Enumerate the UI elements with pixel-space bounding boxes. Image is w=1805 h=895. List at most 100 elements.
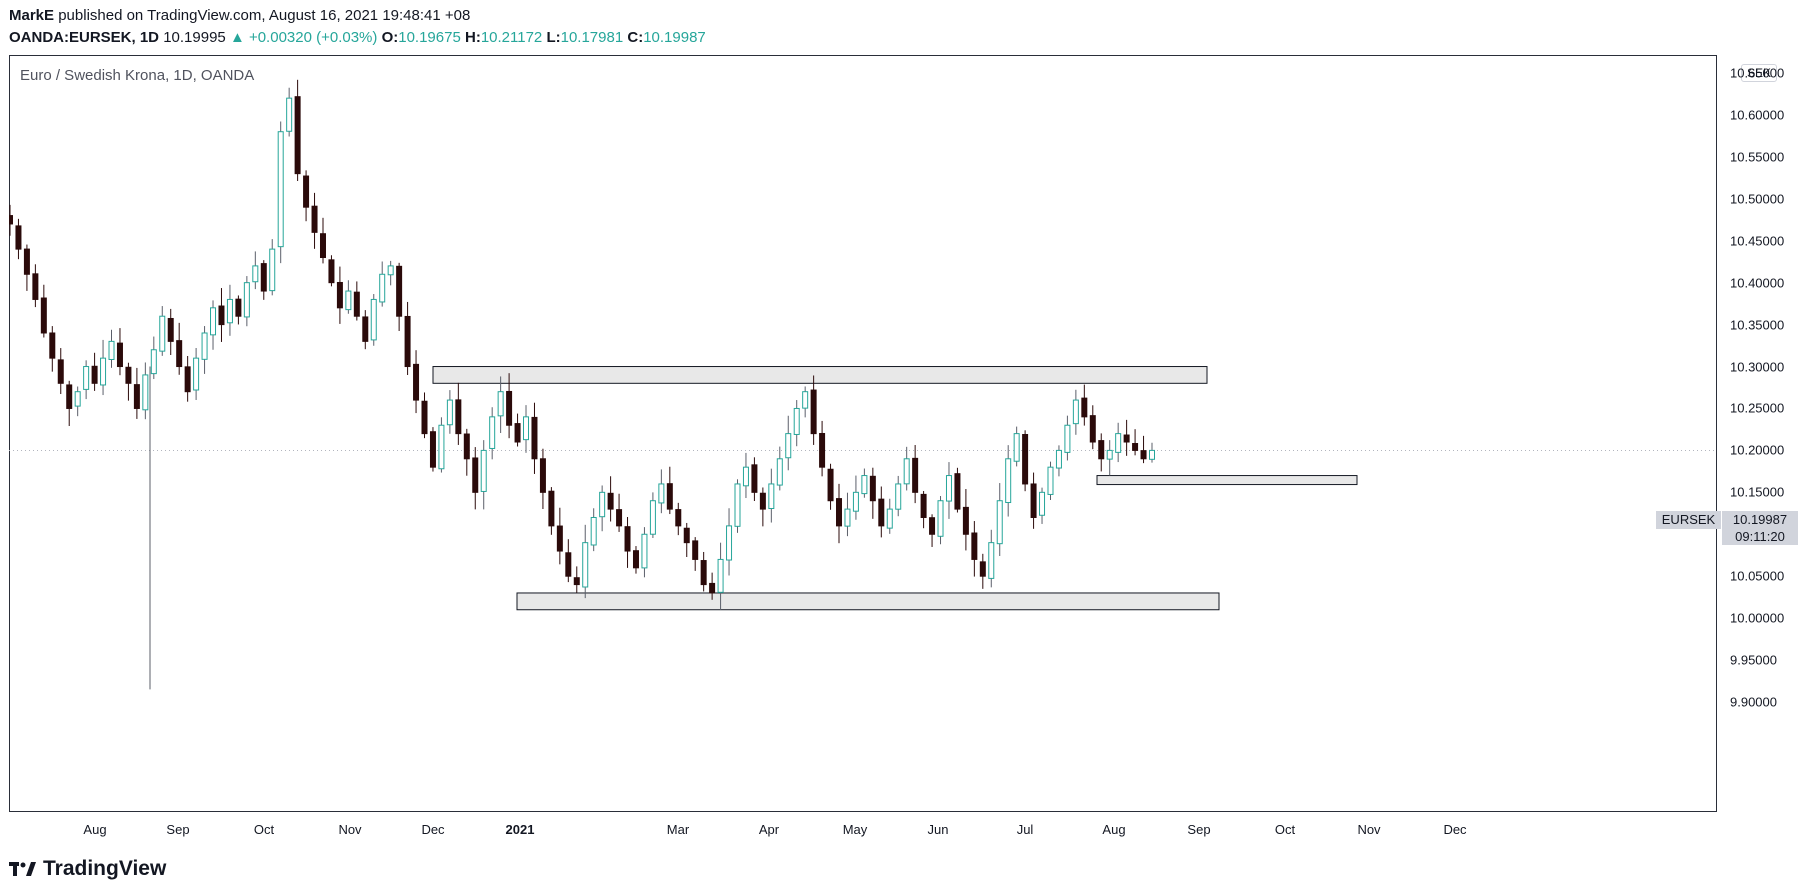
candle-body	[353, 291, 360, 317]
candle	[556, 507, 563, 565]
candle-body	[1081, 397, 1088, 418]
candle	[260, 260, 267, 300]
candle	[836, 483, 843, 544]
candle	[683, 522, 690, 558]
candle-body	[1089, 415, 1096, 443]
candle-body	[869, 475, 876, 502]
candle-body	[176, 340, 183, 368]
candle	[218, 288, 225, 342]
candle-body	[1123, 434, 1130, 443]
candle	[91, 352, 98, 391]
candle	[1098, 433, 1105, 472]
candle	[1115, 422, 1122, 463]
candle-body	[683, 527, 690, 544]
candle	[1064, 415, 1071, 461]
candle-body	[125, 366, 132, 384]
candle	[1081, 384, 1088, 426]
candle	[15, 218, 22, 260]
candle-body	[912, 457, 919, 493]
x-tick-label: Aug	[1102, 822, 1126, 837]
candle-body	[607, 492, 614, 510]
candle-body	[226, 298, 233, 324]
candle	[269, 239, 276, 296]
candle-body	[235, 298, 242, 317]
candle-body	[506, 390, 513, 426]
x-tick-label: Mar	[666, 822, 690, 837]
candle	[413, 350, 420, 414]
candle-body	[1005, 458, 1012, 504]
candlestick-plot[interactable]	[9, 55, 1716, 811]
candle	[709, 572, 716, 600]
candle	[83, 360, 90, 400]
candle	[531, 402, 538, 474]
candle	[311, 192, 318, 249]
publish-info: MarkE published on TradingView.com, Augu…	[9, 7, 470, 24]
candle	[861, 468, 868, 498]
candle	[869, 467, 876, 519]
candle-body	[971, 532, 978, 560]
y-tick-label: 10.40000	[1730, 275, 1785, 291]
low-label: L:	[546, 29, 561, 46]
candle	[1132, 429, 1139, 456]
candle-body	[269, 248, 276, 292]
candle-body	[480, 449, 487, 492]
candle	[142, 362, 149, 420]
high-value: 10.21172	[480, 29, 543, 46]
candle-body	[1115, 433, 1122, 453]
candle-body	[1039, 491, 1046, 516]
candle-body	[108, 340, 115, 360]
candle	[759, 487, 766, 527]
candle-body	[599, 491, 606, 518]
candle	[1005, 445, 1012, 517]
x-tick-label: Nov	[338, 822, 362, 837]
candle-body	[962, 506, 969, 535]
candle	[429, 427, 436, 472]
chart-title: Euro / Swedish Krona, 1D, OANDA	[20, 67, 255, 84]
x-tick-label: Oct	[253, 822, 275, 837]
candle-body	[303, 175, 310, 208]
candle-body	[514, 423, 521, 443]
candle	[616, 493, 623, 532]
candle	[210, 300, 217, 350]
candle-body	[404, 315, 411, 368]
candle-body	[260, 263, 267, 292]
candle-body	[32, 273, 39, 300]
candle-body	[819, 432, 826, 468]
candle	[666, 466, 673, 515]
candle-body	[1022, 434, 1029, 485]
currency-badge[interactable]: SEK	[1741, 64, 1778, 82]
candle-body	[193, 357, 200, 391]
candle-body	[751, 464, 758, 493]
candle-body	[387, 265, 394, 276]
candle-body	[852, 491, 859, 512]
candle-body	[996, 500, 1003, 545]
candle-body	[785, 433, 792, 459]
candle	[726, 508, 733, 576]
y-tick-label: 10.35000	[1730, 317, 1785, 333]
candle	[979, 553, 986, 589]
candle-body	[1149, 449, 1155, 460]
time-axis-divider	[9, 811, 1717, 812]
y-tick-label: 10.05000	[1730, 568, 1785, 584]
candle	[658, 469, 665, 514]
candle-body	[150, 349, 157, 375]
candle	[548, 487, 555, 535]
candle	[844, 492, 851, 537]
y-tick-label: 10.50000	[1730, 191, 1785, 207]
candle	[167, 308, 174, 356]
candle-body	[489, 416, 496, 449]
candle-body	[362, 316, 369, 342]
candle	[802, 386, 809, 418]
candle-body	[159, 315, 166, 352]
candle	[929, 514, 936, 547]
candle	[937, 496, 944, 545]
candle-body	[277, 131, 284, 248]
candle	[328, 255, 335, 287]
author-name[interactable]: MarkE	[9, 7, 55, 24]
candle-body	[167, 317, 174, 342]
candle	[1039, 487, 1046, 524]
tradingview-logo[interactable]: TradingView	[9, 857, 166, 881]
y-tick-label: 10.25000	[1730, 400, 1785, 416]
candle	[523, 405, 530, 453]
candle	[1123, 419, 1130, 456]
